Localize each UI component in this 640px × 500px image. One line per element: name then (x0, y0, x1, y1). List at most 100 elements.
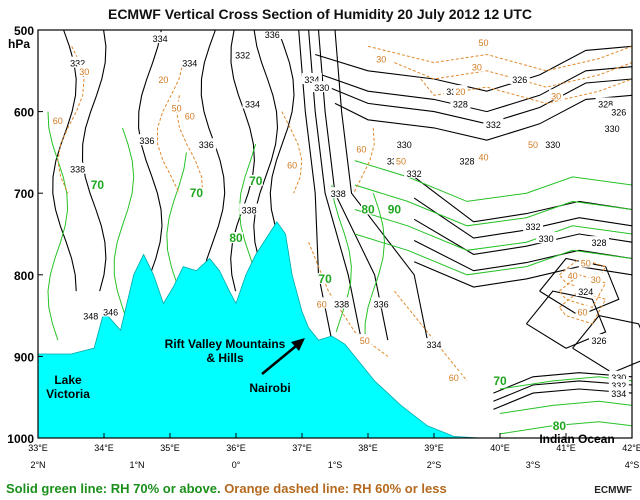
nairobi-arrow (261, 345, 297, 375)
contour-label-bg (552, 419, 567, 431)
theta-line (334, 94, 633, 141)
contour-label-bg (182, 109, 197, 121)
contour-label: 80 (361, 203, 375, 217)
contour-label-bg (387, 203, 402, 215)
x-tick-label: 34°E (94, 443, 114, 453)
contour-label: 328 (453, 99, 468, 109)
contour-label-bg (457, 154, 477, 166)
contour-label-bg (150, 32, 171, 44)
contour-label: 334 (153, 34, 168, 44)
contour-label-bg (314, 297, 329, 309)
nairobi-label: Nairobi (249, 381, 290, 395)
contour-label: 330 (605, 124, 620, 134)
contour-label: 326 (611, 108, 626, 118)
contour-label-bg (301, 72, 322, 84)
contour-label-bg (318, 272, 333, 284)
contour-label-bg (589, 236, 609, 248)
theta-line (81, 29, 107, 292)
contour-label-bg (311, 81, 332, 93)
contour-label: 70 (493, 374, 507, 388)
contour-label-bg (526, 138, 540, 150)
contour-label-bg (469, 60, 484, 72)
contour-label: 70 (318, 272, 332, 286)
contour-label-bg (232, 48, 253, 60)
rh-line (354, 184, 633, 227)
theta-line (321, 66, 633, 113)
lake-victoria-label: Lake Victoria (46, 373, 90, 401)
contour-label: 40 (478, 152, 488, 162)
contour-label-bg (589, 334, 609, 346)
lat-tick-label: 1°S (328, 460, 343, 470)
contour-label-bg (476, 36, 491, 48)
contour-label-bg (285, 158, 300, 170)
contour-label: 326 (512, 75, 527, 85)
contour-label: 60 (317, 299, 327, 309)
rh-dashed-line (420, 78, 633, 104)
theta-line (413, 240, 633, 272)
contour-label: 326 (591, 336, 606, 346)
contour-label: 332 (525, 222, 540, 232)
lat-tick-label: 2°N (30, 460, 45, 470)
contour-label: 20 (455, 87, 465, 97)
contour-label-bg (608, 378, 629, 390)
plot-frame (37, 29, 633, 439)
contour-label: 346 (103, 308, 118, 318)
contour-label-bg (424, 338, 444, 350)
chart-title: ECMWF Vertical Cross Section of Humidity… (107, 6, 532, 22)
y-tick-label: 500 (14, 24, 34, 38)
contour-label-bg (608, 105, 629, 117)
contour-label: 338 (70, 165, 85, 175)
x-tick-label: 38°E (358, 443, 378, 453)
theta-line (334, 29, 428, 341)
contour-label: 336 (199, 140, 214, 150)
rh-line (354, 209, 633, 251)
contour-label-bg (67, 162, 88, 174)
contour-label-bg (80, 309, 101, 321)
contour-label-bg (602, 121, 623, 133)
rh-line (499, 400, 633, 414)
y-tick-label: 600 (14, 106, 34, 120)
contour-label: 330 (611, 373, 626, 383)
rh-dashed-line (281, 111, 303, 194)
legend-orange-text: Orange dashed line: RH 60% or less (224, 481, 447, 496)
x-tick-label: 40°E (490, 443, 510, 453)
contour-label-bg (229, 232, 243, 244)
contour-label: 330 (545, 140, 560, 150)
contour-label-bg (248, 174, 263, 186)
theta-line (493, 372, 633, 394)
contour-label-bg (179, 56, 200, 68)
contour-label: 332 (486, 120, 501, 130)
contour-label: 334 (426, 340, 441, 350)
rh-line (499, 421, 633, 435)
contour-label-bg (239, 203, 260, 215)
contour-label-bg (578, 256, 593, 268)
rift-valley-label: Rift Valley Mountains & Hills (165, 337, 286, 365)
contour-label-bg (493, 374, 507, 386)
contour-label: 50 (360, 336, 370, 346)
contour-label: 30 (376, 55, 386, 65)
x-tick-label: 37°E (292, 443, 312, 453)
credit-text: ECMWF (594, 485, 632, 496)
x-tick-label: 35°E (160, 443, 180, 453)
theta-line (493, 388, 633, 410)
contour-label: 50 (172, 104, 182, 114)
contour-label: 328 (591, 238, 606, 248)
contour-label-bg (242, 97, 263, 109)
contour-label: 50 (478, 38, 488, 48)
theta-line (230, 29, 255, 292)
lat-tick-label: 3°S (526, 460, 541, 470)
contour-label: 50 (396, 157, 406, 167)
contour-label-bg (608, 370, 629, 382)
contour-label-bg (575, 285, 596, 297)
contour-label: 30 (472, 63, 482, 73)
contour-label-bg (509, 72, 530, 84)
contour-label-bg (536, 232, 557, 244)
contour-label: 60 (356, 144, 366, 154)
contour-label-bg (483, 117, 504, 129)
theta-line (572, 314, 640, 374)
theta-line (493, 380, 633, 402)
contour-label: 328 (459, 157, 474, 167)
y-tick-label: 900 (14, 350, 34, 364)
contour-label-bg (357, 334, 372, 346)
contour-label: 332 (407, 169, 422, 179)
